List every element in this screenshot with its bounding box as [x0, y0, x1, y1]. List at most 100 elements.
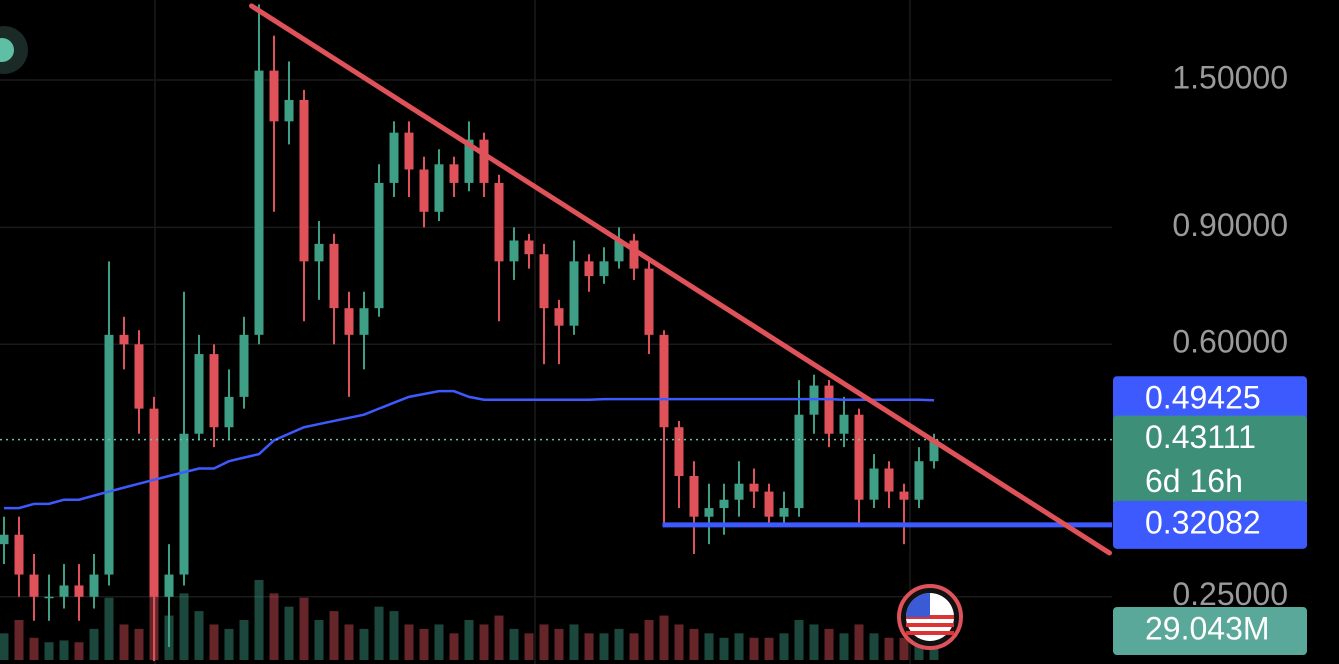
flag-icon	[897, 584, 963, 650]
candle-body	[734, 483, 744, 500]
candle-body	[644, 268, 654, 335]
moving-average-line	[4, 389, 935, 510]
candle-body	[764, 491, 774, 517]
candle-body	[254, 70, 264, 335]
volume-bar	[509, 628, 519, 660]
candle-body	[464, 139, 474, 183]
candle-body	[584, 261, 594, 277]
candle-body	[929, 439, 939, 462]
volume-bar	[479, 624, 489, 660]
volume-bar	[704, 633, 714, 660]
flag-canton	[906, 593, 930, 617]
candle-body	[14, 534, 24, 575]
volume-bar	[434, 624, 444, 660]
volume-bar	[854, 624, 864, 660]
volume-bar	[629, 633, 639, 660]
candle-body	[389, 132, 399, 183]
volume-bar	[374, 606, 384, 660]
candle-body	[839, 414, 849, 434]
volume-bar	[674, 624, 684, 660]
volume-bar	[254, 580, 264, 660]
volume-bar	[269, 593, 279, 660]
y-tick-label: 0.25000	[1172, 576, 1288, 612]
candle-body	[179, 433, 189, 575]
volume-bar	[74, 642, 84, 660]
volume-bar	[314, 620, 324, 660]
volume-bar	[104, 597, 114, 660]
volume-bar	[524, 633, 534, 660]
candle-body	[344, 308, 354, 335]
candle-body	[194, 354, 204, 434]
volume-bar	[419, 628, 429, 660]
volume-bar	[179, 593, 189, 660]
price-tag-text: 0.43111	[1145, 419, 1256, 455]
candle-body	[749, 483, 759, 492]
candle-body	[854, 414, 864, 500]
volume-bar	[209, 624, 219, 660]
volume-bar	[644, 620, 654, 660]
candle-body	[44, 596, 54, 599]
candle-body	[329, 243, 339, 309]
volume-bar	[839, 633, 849, 660]
volume-bar	[794, 620, 804, 660]
volume-bar	[554, 628, 564, 660]
candle-body	[599, 261, 609, 277]
volume-bar	[584, 633, 594, 660]
volume-tag-box	[1113, 607, 1307, 655]
candle-body	[704, 508, 714, 517]
volume-bar	[449, 633, 459, 660]
volume-bar	[884, 637, 894, 660]
volume-bar	[59, 640, 69, 660]
flag-stripe	[906, 631, 954, 635]
candle-body	[0, 534, 9, 545]
candle-body	[404, 132, 414, 170]
volume-bar	[224, 628, 234, 660]
volume-bar	[899, 637, 909, 660]
volume-bar	[569, 624, 579, 660]
candle-body	[29, 574, 39, 597]
volume-bar	[779, 633, 789, 660]
volume-bar	[599, 633, 609, 660]
candle-body	[164, 574, 174, 597]
volume-bar	[659, 615, 669, 660]
volume-bar	[614, 628, 624, 660]
y-tick-label: 0.60000	[1172, 324, 1288, 360]
support-tag-box	[1113, 500, 1307, 549]
volume-bar	[89, 628, 99, 660]
volume-bar	[869, 633, 879, 660]
candle-body	[494, 182, 504, 262]
candle-body	[659, 334, 669, 428]
ma-tag-box	[1113, 376, 1307, 425]
y-tick-label: 1.50000	[1172, 60, 1288, 96]
indicator-dot	[0, 38, 14, 62]
candle-body	[719, 499, 729, 509]
volume-bar	[299, 597, 309, 660]
candle-body	[209, 354, 219, 428]
candle-body	[284, 99, 294, 122]
price-tag-box	[1113, 415, 1307, 506]
volume-bar	[764, 637, 774, 660]
volume-bar	[329, 611, 339, 660]
candle-body	[314, 243, 324, 262]
candle-body	[794, 414, 804, 509]
candle-body	[869, 468, 879, 500]
volume-bar	[824, 628, 834, 660]
candle-body	[629, 240, 639, 269]
candle-body	[434, 164, 444, 212]
volume-bar	[284, 606, 294, 660]
support-tag-text: 0.32082	[1145, 504, 1261, 540]
volume-bar	[359, 628, 369, 660]
volume-tag-text: 29.043M	[1145, 610, 1270, 646]
volume-bar	[119, 624, 129, 660]
candle-body	[59, 585, 69, 597]
candle-body	[119, 334, 129, 345]
candle-body	[824, 385, 834, 434]
candle-body	[449, 164, 459, 183]
volume-bar	[344, 624, 354, 660]
volume-bar	[134, 628, 144, 660]
candle-body	[479, 139, 489, 183]
candle-body	[104, 334, 114, 575]
candle-body	[419, 169, 429, 212]
volume-bar	[389, 611, 399, 660]
